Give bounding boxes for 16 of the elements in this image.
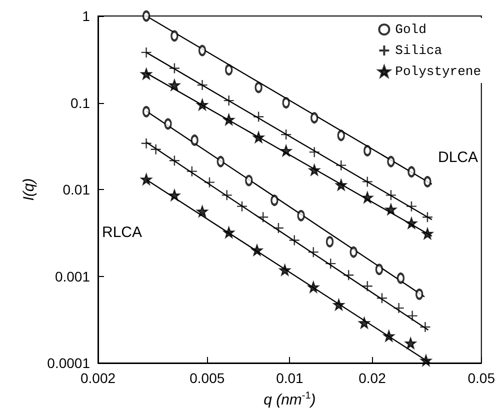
- y-tick-label: 0.0001: [47, 355, 90, 371]
- y-tick-label: 0.1: [70, 94, 90, 111]
- legend-label: Silica: [395, 43, 442, 58]
- x-tick-label: 0.005: [190, 370, 225, 386]
- x-tick-label: 0.002: [80, 370, 116, 386]
- y-tick-label: 0.01: [62, 182, 90, 198]
- x-tick-label: 0.01: [276, 370, 304, 386]
- annotation: DLCA: [438, 149, 478, 166]
- legend-label: Gold: [395, 22, 426, 37]
- y-tick-label: 0.001: [54, 268, 90, 284]
- x-tick-label: 0.05: [468, 370, 496, 386]
- y-tick-label: 1: [82, 8, 90, 24]
- y-axis-title: I(q): [20, 178, 38, 201]
- annotation: RLCA: [102, 224, 142, 241]
- x-tick-label: 0.02: [358, 370, 386, 386]
- legend-label: Polystyrene: [395, 64, 482, 79]
